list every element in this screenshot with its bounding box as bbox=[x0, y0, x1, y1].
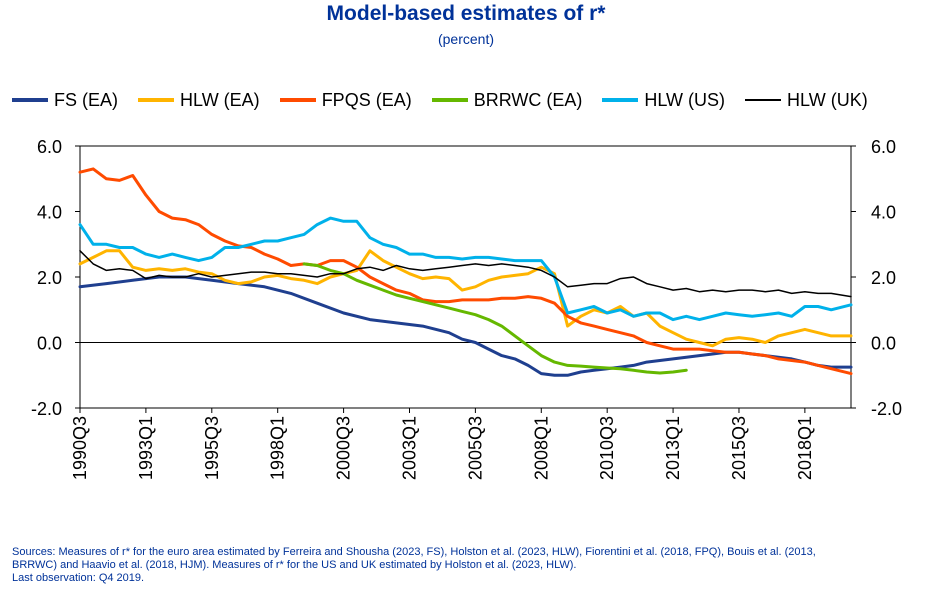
x-tick-label: 2013Q1 bbox=[663, 416, 683, 480]
series-lines bbox=[78, 167, 853, 377]
y-tick-label-left: 6.0 bbox=[37, 137, 62, 157]
legend-item: FPQS (EA) bbox=[279, 89, 412, 111]
x-tick-label: 1998Q1 bbox=[268, 416, 288, 480]
legend-label: BRRWC (EA) bbox=[473, 89, 583, 110]
x-tick-label: 2010Q3 bbox=[597, 416, 617, 480]
series-line-4 bbox=[78, 216, 853, 322]
chart-legend: FS (EA) HLW (EA) FPQS (EA) BRRWC (EA) HLW (U… bbox=[12, 88, 888, 112]
series-line-2 bbox=[78, 167, 853, 376]
x-tick-label: 2000Q3 bbox=[334, 416, 354, 480]
footnote: Sources: Measures of r* for the euro are… bbox=[12, 546, 922, 585]
x-tick-label: 2018Q1 bbox=[795, 416, 815, 480]
x-tick-label: 1995Q3 bbox=[202, 416, 222, 480]
legend-label: FPQS (EA) bbox=[321, 89, 412, 110]
y-tick-label-right: 6.0 bbox=[871, 137, 896, 157]
legend-swatch bbox=[12, 98, 48, 102]
x-tick-label: 2003Q1 bbox=[399, 416, 419, 480]
legend-swatch bbox=[602, 98, 639, 102]
y-tick-label-right: 4.0 bbox=[871, 203, 896, 223]
y-tick-label-left: -2.0 bbox=[31, 399, 62, 419]
legend-swatch bbox=[138, 98, 175, 102]
chart-title: Model-based estimates of r* bbox=[326, 2, 606, 25]
y-tick-label-right: 2.0 bbox=[871, 268, 896, 288]
series-line-3 bbox=[302, 262, 688, 375]
x-tick-label: 1990Q3 bbox=[70, 416, 90, 480]
legend-label: HLW (EA) bbox=[180, 89, 260, 110]
x-tick-label: 2015Q3 bbox=[729, 416, 749, 480]
plot-area: 6.0 6.0 4.0 4.0 2.0 2.0 0.0 0.0 -2.0 -2.0 1990Q3 19… bbox=[31, 137, 902, 480]
y-tick-label-left: 2.0 bbox=[37, 268, 62, 288]
legend-label: HLW (US) bbox=[644, 89, 726, 110]
legend-swatch bbox=[279, 98, 316, 102]
legend-item: BRRWC (EA) bbox=[431, 89, 583, 111]
tick-labels: 6.0 6.0 4.0 4.0 2.0 2.0 0.0 0.0 -2.0 -2.0 1990Q3 19… bbox=[31, 137, 902, 480]
series-line-1 bbox=[78, 249, 853, 348]
y-tick-label-right: -2.0 bbox=[871, 399, 902, 419]
y-tick-label-left: 0.0 bbox=[37, 334, 62, 354]
legend-label: FS (EA) bbox=[54, 89, 119, 110]
legend-swatch bbox=[431, 98, 468, 102]
series-line-0 bbox=[78, 275, 853, 377]
footnote-line-3: Last observation: Q4 2019. bbox=[12, 572, 145, 584]
legend-item: HLW (UK) bbox=[745, 90, 868, 111]
x-tick-label: 1993Q1 bbox=[136, 416, 156, 480]
legend-label: HLW (UK) bbox=[787, 89, 868, 110]
legend-item: HLW (EA) bbox=[138, 90, 260, 111]
series-line-5 bbox=[79, 250, 852, 298]
chart-subtitle: (percent) bbox=[437, 31, 495, 47]
y-tick-label-left: 4.0 bbox=[37, 203, 62, 223]
x-tick-label: 2005Q3 bbox=[465, 416, 485, 480]
y-tick-label-right: 0.0 bbox=[871, 334, 896, 354]
legend-item: HLW (US) bbox=[602, 90, 725, 111]
footnote-line-1: Sources: Measures of r* for the euro are… bbox=[12, 546, 816, 558]
x-tick-label: 2008Q1 bbox=[531, 416, 551, 480]
legend-swatch bbox=[745, 99, 782, 101]
axes bbox=[75, 145, 856, 413]
legend-item: FS (EA) bbox=[12, 90, 118, 111]
footnote-line-2: BRRWC) and Haavio et al. (2018, HJM). Me… bbox=[12, 559, 577, 571]
